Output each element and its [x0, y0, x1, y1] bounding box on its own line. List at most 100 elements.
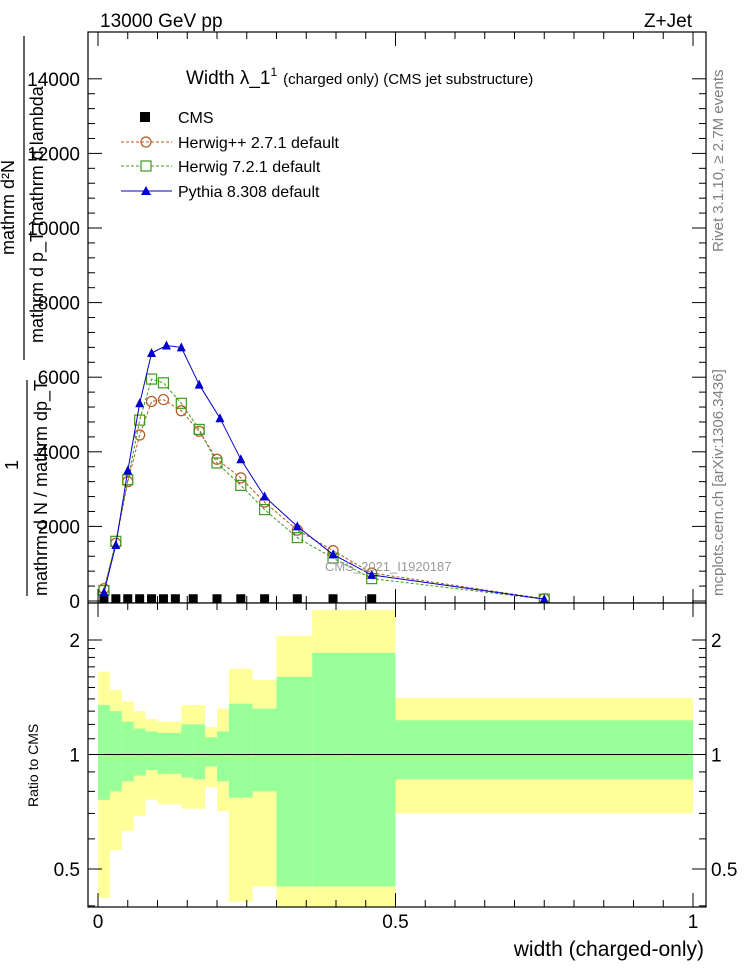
main-plot-series [98, 340, 550, 603]
chart-title-sup: 1 [270, 65, 277, 79]
legend-marker-herwig7 [140, 160, 152, 172]
data-point-herwig7 [145, 373, 158, 385]
header-right: Z+Jet [644, 11, 693, 32]
data-point-pythia [123, 465, 133, 475]
data-point-pythia [194, 379, 204, 389]
data-point-pythia [367, 569, 377, 579]
y-tick-label: 10000 [27, 219, 80, 240]
legend-label-pythia: Pythia 8.308 default [178, 184, 320, 201]
mcplots-label: mcplots.cern.ch [arXiv:1306.3436] [710, 369, 727, 596]
data-point-cms [328, 594, 338, 603]
y-tick-label: 8000 [38, 294, 80, 315]
ylabel-numerator: mathrm d²N [0, 160, 18, 255]
ratio-plot: 0.5 0.5 1 1 2 2 0 0.5 1 Ratio to CMS width (cha… [25, 602, 737, 961]
data-point-herwig7 [211, 457, 223, 469]
ylabel-prefix-den: mathrm d N / mathrm dp_T [31, 380, 52, 596]
chart-title-suffix: (charged only) (CMS jet substructure) [283, 71, 533, 88]
ratio-band-inner [276, 676, 313, 887]
data-point-cms [147, 594, 157, 603]
data-point-pythia [99, 587, 109, 597]
ratio-band-inner [157, 732, 170, 774]
data-point-cms [367, 594, 377, 603]
ratio-y-tick-label: 0.5 [54, 860, 80, 881]
ratio-band-inner [121, 721, 134, 782]
x-tick-label: 1 [688, 912, 699, 933]
data-point-pythia [135, 398, 145, 408]
data-point-herwig7 [122, 474, 134, 486]
legend-marker-pythia [141, 186, 151, 195]
data-point-pythia [539, 594, 549, 603]
main-plot-y-tick-labels: 0 2000 4000 6000 8000 10000 12000 14000 [27, 70, 80, 613]
data-point-pythia [328, 549, 338, 559]
y-tick-label: 12000 [27, 144, 80, 165]
ratio-band-inner [133, 728, 146, 776]
data-point-herwigpp [235, 472, 247, 484]
ratio-y-tick-label-right: 2 [711, 631, 722, 652]
data-point-pythia [260, 491, 270, 501]
data-point-cms [212, 594, 222, 603]
x-tick-label: 0.5 [382, 912, 408, 933]
x-tick-label: 0 [93, 912, 104, 933]
ratio-band-inner [181, 724, 194, 778]
legend-label-cms: CMS [178, 110, 214, 127]
series-pythia [99, 340, 549, 603]
main-plot-background [88, 32, 706, 603]
x-axis-label: width (charged-only) [513, 938, 704, 961]
ratio-x-tick-labels: 0 0.5 1 [93, 912, 699, 933]
ratio-band-inner [109, 711, 122, 792]
data-point-herwig7 [134, 414, 146, 426]
series-line-herwigpp [103, 399, 545, 600]
ratio-y-tick-label-right: 1 [711, 746, 722, 767]
data-point-herwig7 [193, 423, 205, 436]
ratio-band-inner [312, 652, 348, 887]
data-point-cms [123, 594, 133, 603]
ratio-band-inner [395, 720, 693, 780]
ylabel-prefix: 1 [2, 460, 22, 470]
chart-title-main: Width λ_1 [186, 68, 270, 89]
ratio-plot-ticks [88, 603, 706, 907]
main-y-axis-label: mathrm d N / mathrm dp_T 1 mathrm d p_T … [0, 36, 52, 596]
data-point-pythia [147, 347, 157, 357]
legend: CMS Herwig++ 2.7.1 default Herwig 7.2.1 … [121, 110, 340, 201]
main-plot-ticks [88, 32, 706, 603]
chart-title: Width λ_11 (charged only) (CMS jet substr… [186, 65, 533, 89]
data-point-cms [236, 594, 246, 603]
ratio-band-inner [98, 704, 110, 800]
data-point-herwig7 [175, 397, 187, 409]
data-point-herwig7 [291, 531, 303, 544]
ratio-band-inner [217, 731, 229, 782]
ratio-band-inner [193, 724, 206, 780]
data-point-cms [292, 594, 302, 603]
legend-label-herwig7: Herwig 7.2.1 default [178, 159, 321, 176]
data-point-herwigpp [145, 395, 158, 408]
data-point-pythia [215, 413, 225, 423]
y-tick-label: 2000 [38, 517, 80, 538]
ratio-band-inner [169, 732, 182, 774]
ratio-band-inner [205, 737, 217, 767]
data-point-pythia [111, 540, 121, 550]
data-point-pythia [236, 454, 246, 464]
data-point-cms [135, 594, 145, 603]
ratio-bands [88, 609, 706, 907]
data-point-pythia [176, 342, 186, 352]
ratio-y-axis-label: Ratio to CMS [25, 724, 41, 807]
data-point-pythia [161, 340, 171, 350]
data-point-cms [111, 594, 121, 603]
legend-label-herwigpp: Herwig++ 2.7.1 default [178, 135, 340, 152]
data-point-herwig7 [259, 504, 271, 516]
legend-marker-cms [140, 112, 150, 122]
rivet-label: Rivet 3.1.10, ≥ 2.7M events [710, 70, 727, 253]
data-point-cms [188, 594, 198, 603]
main-plot: 0 2000 4000 6000 8000 10000 12000 14000 Width λ… [0, 31, 707, 613]
ratio-band-inner [347, 652, 396, 887]
data-point-cms [158, 594, 168, 603]
data-point-pythia [292, 521, 302, 531]
header-left: 13000 GeV pp [100, 11, 223, 32]
ratio-band-inner [228, 703, 253, 798]
data-point-herwigpp [157, 393, 170, 406]
ratio-y-tick-label: 2 [69, 631, 80, 652]
series-cms [99, 594, 377, 603]
data-point-herwig7 [235, 479, 247, 491]
data-point-cms [170, 594, 180, 603]
